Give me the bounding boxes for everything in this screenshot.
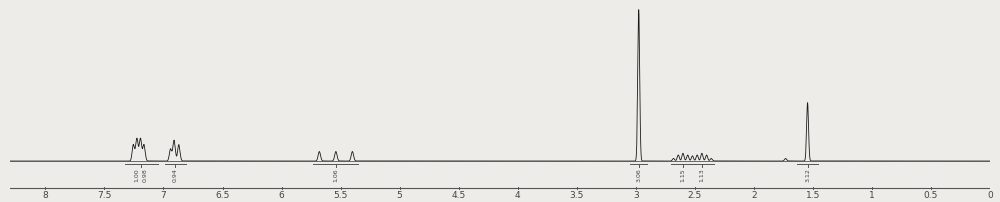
Text: 7: 7	[161, 190, 166, 199]
Text: 3: 3	[633, 190, 639, 199]
Text: 0.94: 0.94	[173, 168, 178, 181]
Text: 6.5: 6.5	[215, 190, 230, 199]
Text: 3.12: 3.12	[805, 168, 810, 181]
Text: 4.5: 4.5	[452, 190, 466, 199]
Text: 1.13: 1.13	[699, 168, 704, 181]
Text: 4: 4	[515, 190, 521, 199]
Text: 7.5: 7.5	[97, 190, 112, 199]
Text: 1: 1	[869, 190, 875, 199]
Text: 0.98: 0.98	[143, 168, 148, 181]
Text: 5.5: 5.5	[333, 190, 348, 199]
Text: 2: 2	[751, 190, 757, 199]
Text: 1.06: 1.06	[333, 168, 338, 181]
Text: 2.5: 2.5	[688, 190, 702, 199]
Text: 5: 5	[397, 190, 403, 199]
Text: 0: 0	[987, 190, 993, 199]
Text: 6: 6	[279, 190, 284, 199]
Text: 1.5: 1.5	[806, 190, 820, 199]
Text: 8: 8	[43, 190, 48, 199]
Text: 0.5: 0.5	[924, 190, 938, 199]
Text: 1.15: 1.15	[681, 168, 686, 181]
Text: 3.5: 3.5	[570, 190, 584, 199]
Text: 1.00: 1.00	[134, 168, 139, 181]
Text: 3.06: 3.06	[636, 168, 641, 181]
